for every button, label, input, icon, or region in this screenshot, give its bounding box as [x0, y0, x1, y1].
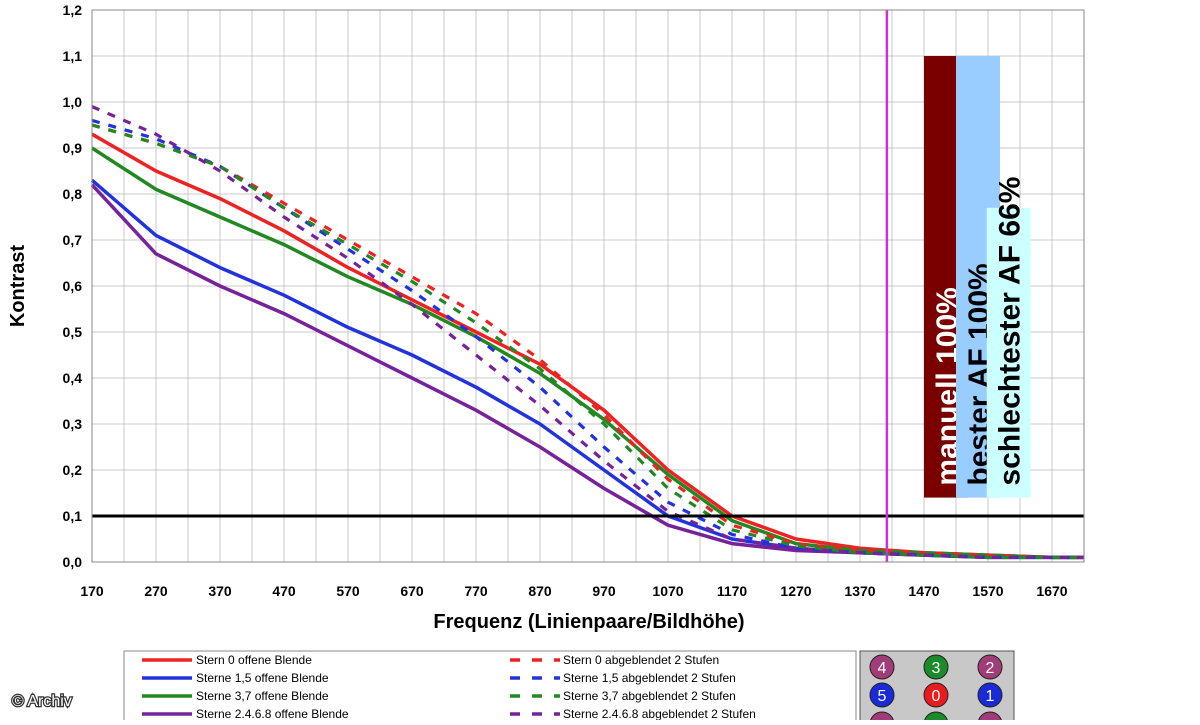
legend-label: Sterne 1,5 abgeblendet 2 Stufen	[563, 671, 736, 685]
x-tick-label: 570	[336, 583, 360, 599]
y-axis-ticks: 0,0 0,1 0,2 0,3 0,4 0,5 0,6 0,7 0,8 0,9 1,0 1,1 1,2	[63, 2, 83, 570]
series-line	[91, 118, 1084, 560]
star-badge-label: 3	[932, 660, 941, 677]
y-tick-label: 1,2	[63, 2, 83, 18]
y-tick-label: 0,4	[63, 370, 83, 386]
x-tick-label: 970	[592, 583, 616, 599]
legend-label: Sterne 3,7 offene Blende	[196, 689, 329, 703]
y-tick-label: 0,5	[63, 324, 83, 340]
legend-box	[123, 650, 857, 725]
y-tick-label: 0,1	[63, 508, 83, 524]
series-line	[91, 105, 1084, 560]
y-tick-label: 0,2	[63, 462, 83, 478]
x-tick-label: 1670	[1036, 583, 1067, 599]
y-tick-label: 0,8	[63, 186, 83, 202]
x-axis-ticks: 170 270 370 470 570 670 770 870 970 1070 1170 1270 1…	[80, 583, 1067, 599]
star-badge-label: 2	[986, 660, 995, 677]
y-tick-label: 1,1	[63, 48, 83, 64]
y-tick-label: 0,0	[63, 554, 83, 570]
x-tick-label: 770	[464, 583, 488, 599]
y-tick-label: 0,3	[63, 416, 83, 432]
x-tick-label: 270	[144, 583, 168, 599]
legend-label: Sterne 2.4.6.8 abgeblendet 2 Stufen	[563, 707, 756, 720]
y-tick-label: 0,9	[63, 140, 83, 156]
star-badge	[977, 654, 1003, 680]
x-tick-label: 1270	[780, 583, 811, 599]
star-badges: 4 3 2 5 0 1	[869, 654, 1003, 725]
x-tick-label: 170	[80, 583, 104, 599]
star-badge	[923, 654, 949, 680]
bar-label: schlechtester AF 66%	[994, 177, 1027, 486]
legend-label: Sterne 1,5 offene Blende	[196, 671, 329, 685]
star-badge-label: 5	[878, 688, 887, 705]
legend-label: Stern 0 abgeblendet 2 Stufen	[563, 653, 719, 667]
star-badge	[977, 682, 1003, 708]
x-tick-label: 1370	[844, 583, 875, 599]
x-tick-label: 670	[400, 583, 424, 599]
x-tick-label: 470	[272, 583, 296, 599]
grid	[92, 9, 1084, 563]
copyright-notice: © Archiv	[11, 692, 73, 712]
x-tick-label: 1470	[908, 583, 939, 599]
y-tick-label: 0,7	[63, 232, 83, 248]
bar	[986, 207, 1031, 498]
reference-lines	[92, 10, 1084, 562]
star-badge	[923, 682, 949, 708]
x-tick-label: 1170	[717, 583, 748, 599]
star-badge-label: 4	[878, 660, 887, 677]
x-axis-title: Frequenz (Linienpaare/Bildhöhe)	[433, 611, 744, 633]
y-tick-label: 1,0	[63, 94, 83, 110]
x-tick-label: 370	[208, 583, 232, 599]
x-tick-label: 1570	[972, 583, 1003, 599]
legend-label: Sterne 3,7 abgeblendet 2 Stufen	[563, 689, 736, 703]
copyright-text: © Archiv	[12, 693, 72, 710]
legend: Stern 0 offene Blende Sterne 1,5 offene B…	[142, 653, 756, 721]
star-badge	[869, 682, 895, 708]
legend-label: Stern 0 offene Blende	[196, 653, 312, 667]
x-tick-label: 1070	[652, 583, 683, 599]
y-axis-title: Kontrast	[7, 245, 29, 328]
plot-border	[91, 9, 1085, 563]
series-lines	[90, 105, 1084, 560]
bars: manuell 100% bester AF 100%schlechtester …	[924, 56, 1031, 498]
y-tick-label: 0,6	[63, 278, 83, 294]
series-line	[91, 123, 1084, 560]
star-badge	[869, 654, 895, 680]
star-badge-label: 0	[932, 688, 941, 705]
series-line	[91, 146, 1084, 560]
star-badge-label: 1	[986, 688, 995, 705]
x-tick-label: 870	[528, 583, 552, 599]
legend-label: Sterne 2.4.6.8 offene Blende	[196, 707, 349, 720]
